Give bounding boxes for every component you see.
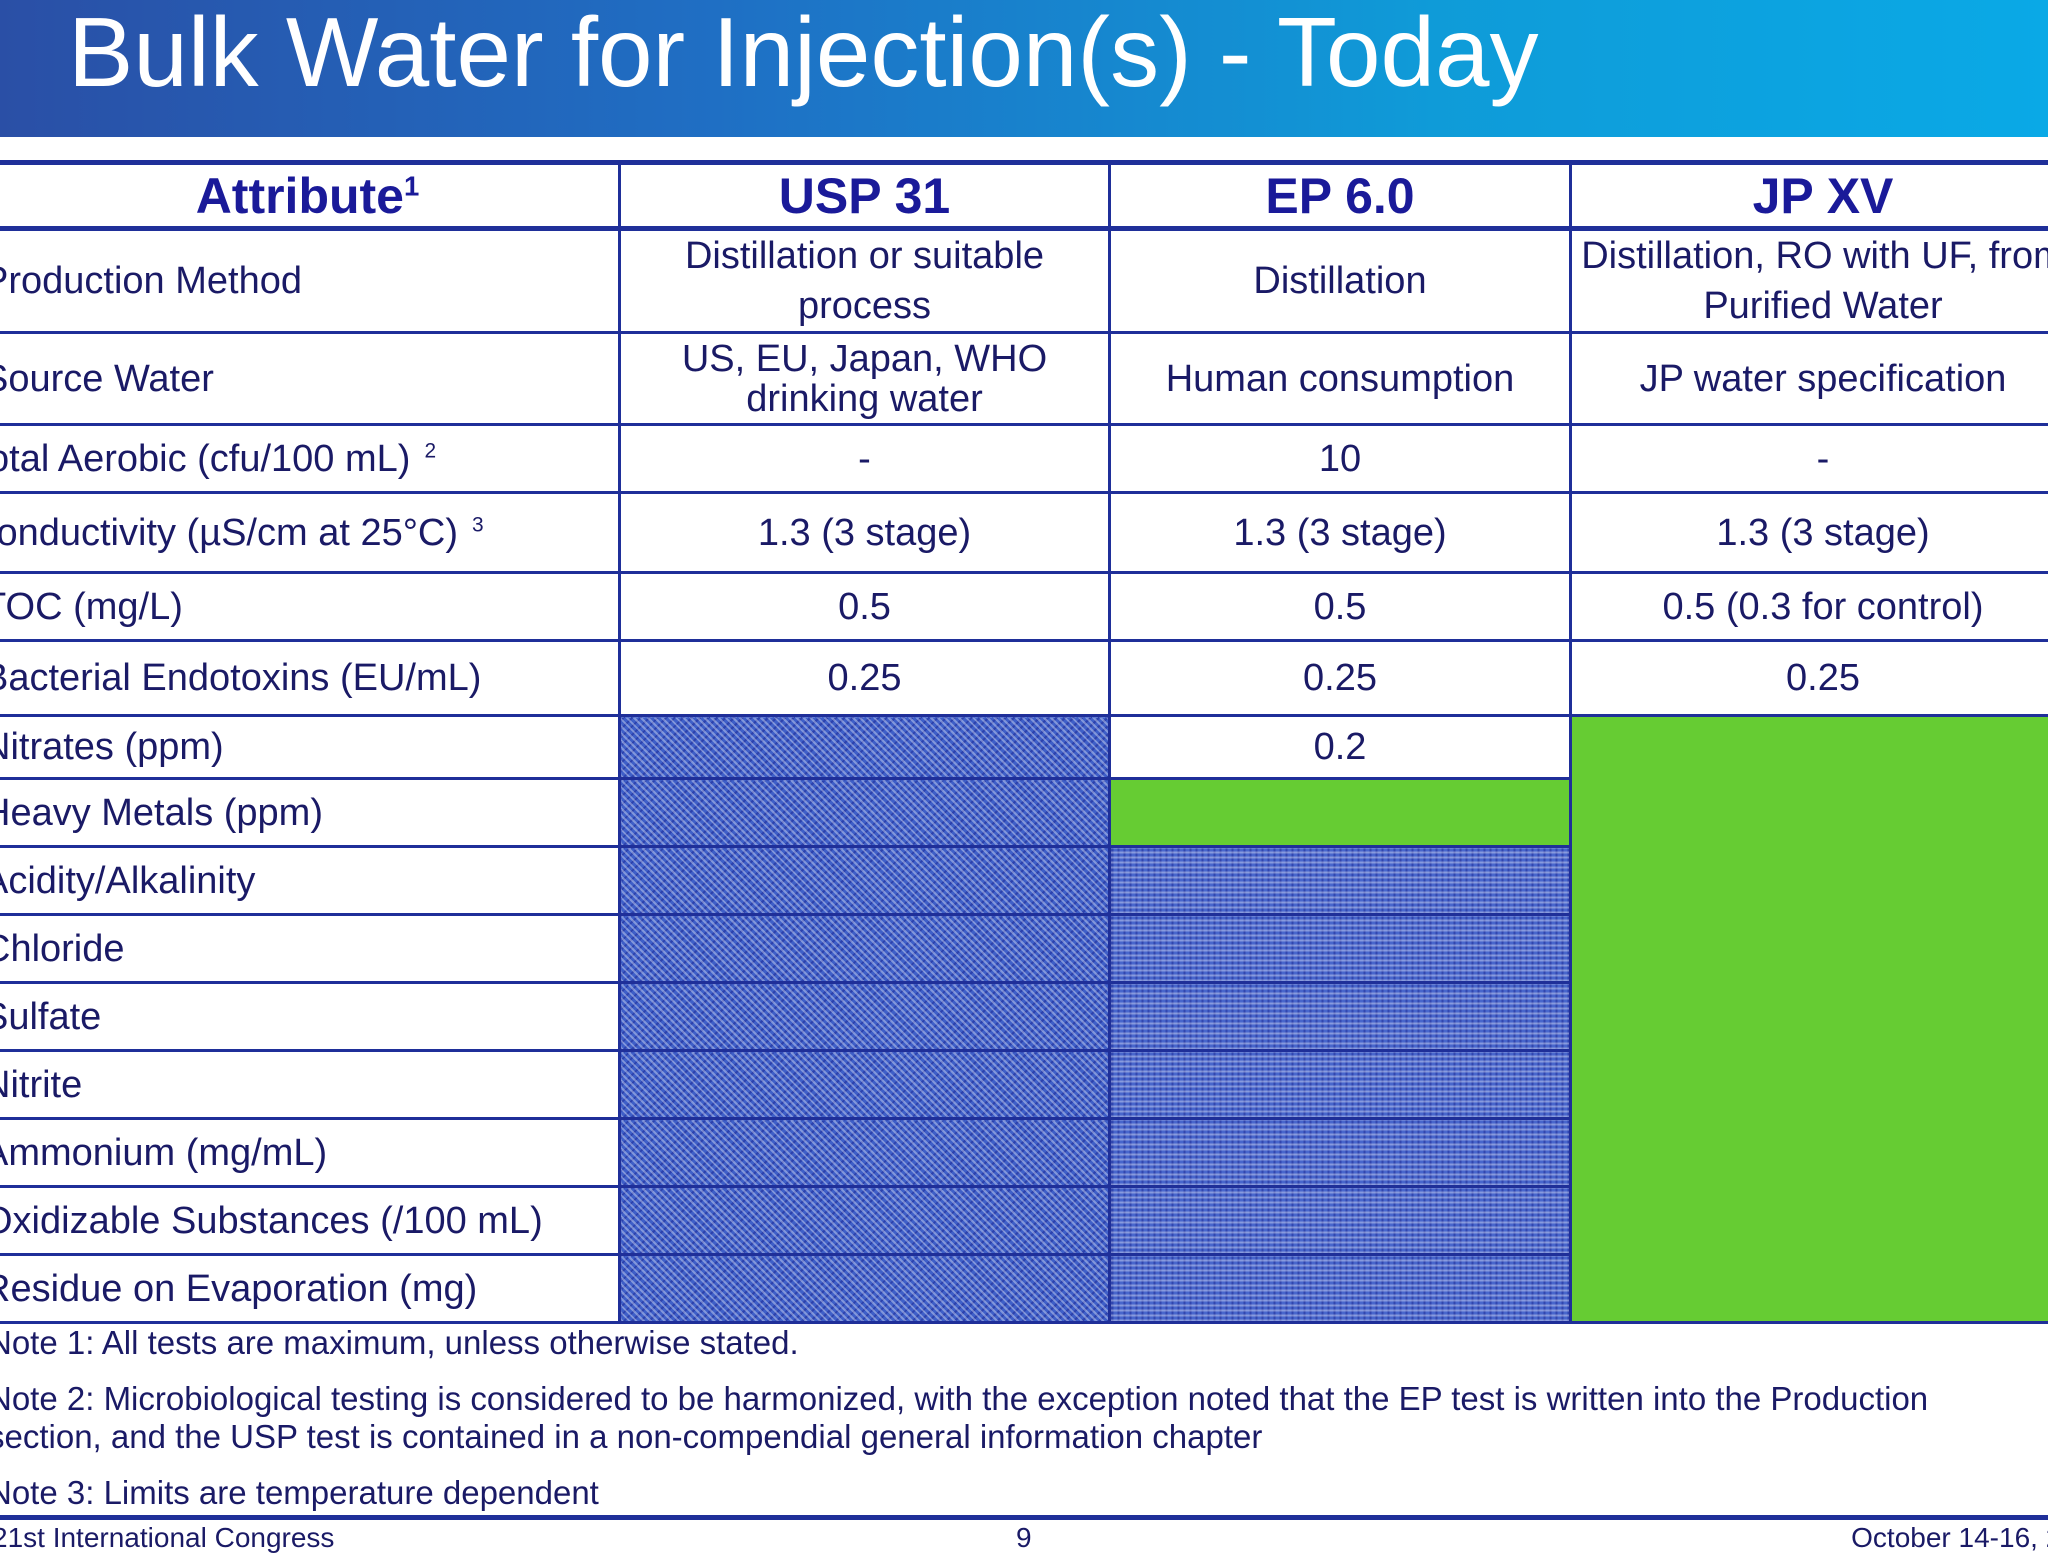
usp-hatched-cell (620, 915, 1110, 983)
ep-cell: 0.25 (1110, 641, 1571, 716)
footer-left: 21st International Congress (0, 1522, 334, 1554)
usp-cell: US, EU, Japan, WHO drinking water (620, 333, 1110, 425)
table-row: Nitrates (ppm) 0.2 (0, 716, 2048, 779)
attribute-cell: Chloride (0, 915, 620, 983)
header-attribute: Attribute1 (0, 163, 620, 229)
ep-hatched-cell (1110, 1119, 1571, 1187)
table-row: Bacterial Endotoxins (EU/mL) 0.25 0.25 0… (0, 641, 2048, 716)
ep-cell: 0.5 (1110, 573, 1571, 641)
footnote-1: Note 1: All tests are maximum, unless ot… (0, 1324, 2048, 1362)
attribute-cell: Production Method (0, 229, 620, 333)
header-usp: USP 31 (620, 163, 1110, 229)
jp-cell: 0.5 (0.3 for control) (1571, 573, 2048, 641)
usp-hatched-cell (620, 847, 1110, 915)
footer-page-number: 9 (1016, 1522, 1032, 1554)
table-header-row: Attribute1 USP 31 EP 6.0 JP XV (0, 163, 2048, 229)
jp-cell: 0.25 (1571, 641, 2048, 716)
table-row: Production Method Distillation or suitab… (0, 229, 2048, 333)
attribute-cell: Source Water (0, 333, 620, 425)
usp-hatched-cell (620, 1051, 1110, 1119)
attribute-cell: Total Aerobic (cfu/100 mL)2 (0, 425, 620, 493)
attribute-cell: Residue on Evaporation (mg) (0, 1255, 620, 1323)
usp-cell: 0.5 (620, 573, 1110, 641)
jp-cell: - (1571, 425, 2048, 493)
usp-hatched-cell (620, 1187, 1110, 1255)
attribute-cell: Bacterial Endotoxins (EU/mL) (0, 641, 620, 716)
attribute-cell: Conductivity (µS/cm at 25°C)3 (0, 493, 620, 573)
usp-hatched-cell (620, 983, 1110, 1051)
attribute-cell: TOC (mg/L) (0, 573, 620, 641)
table-row: Conductivity (µS/cm at 25°C)3 1.3 (3 sta… (0, 493, 2048, 573)
ep-cell: 0.2 (1110, 716, 1571, 779)
footer-date: October 14-16, 2008 (1851, 1522, 2048, 1554)
ep-cell: Distillation (1110, 229, 1571, 333)
attribute-cell: Oxidizable Substances (/100 mL) (0, 1187, 620, 1255)
ep-not-applicable-cell (1110, 779, 1571, 847)
comparison-table-container: Attribute1 USP 31 EP 6.0 JP XV Productio… (0, 160, 2048, 1324)
attribute-cell: Acidity/Alkalinity (0, 847, 620, 915)
ep-hatched-cell (1110, 1187, 1571, 1255)
attribute-cell: Ammonium (mg/mL) (0, 1119, 620, 1187)
table-row: Total Aerobic (cfu/100 mL)2 - 10 - (0, 425, 2048, 493)
ep-hatched-cell (1110, 1051, 1571, 1119)
footnote-3: Note 3: Limits are temperature dependent (0, 1474, 2048, 1512)
ep-hatched-cell (1110, 1255, 1571, 1323)
table-row: TOC (mg/L) 0.5 0.5 0.5 (0.3 for control) (0, 573, 2048, 641)
attribute-cell: Heavy Metals (ppm) (0, 779, 620, 847)
usp-hatched-cell (620, 1119, 1110, 1187)
usp-hatched-cell (620, 716, 1110, 779)
jp-cell: 1.3 (3 stage) (1571, 493, 2048, 573)
usp-cell: - (620, 425, 1110, 493)
ep-hatched-cell (1110, 983, 1571, 1051)
ep-hatched-cell (1110, 915, 1571, 983)
jp-cell: JP water specification (1571, 333, 2048, 425)
attribute-cell: Nitrite (0, 1051, 620, 1119)
ep-hatched-cell (1110, 847, 1571, 915)
usp-cell: Distillation or suitable process (620, 229, 1110, 333)
ep-cell: 1.3 (3 stage) (1110, 493, 1571, 573)
ep-cell: 10 (1110, 425, 1571, 493)
footer-divider (0, 1515, 2048, 1520)
usp-hatched-cell (620, 779, 1110, 847)
table-row: Source Water US, EU, Japan, WHO drinking… (0, 333, 2048, 425)
ep-cell: Human consumption (1110, 333, 1571, 425)
jp-cell: Distillation, RO with UF, from Purified … (1571, 229, 2048, 333)
usp-hatched-cell (620, 1255, 1110, 1323)
footnotes: Note 1: All tests are maximum, unless ot… (0, 1324, 2048, 1512)
slide-title: Bulk Water for Injection(s) - Today (68, 0, 1539, 104)
header-jp: JP XV (1571, 163, 2048, 229)
header-ep: EP 6.0 (1110, 163, 1571, 229)
attribute-cell: Nitrates (ppm) (0, 716, 620, 779)
jp-not-applicable-block (1571, 716, 2048, 1323)
usp-cell: 0.25 (620, 641, 1110, 716)
comparison-table: Attribute1 USP 31 EP 6.0 JP XV Productio… (0, 160, 2048, 1324)
attribute-cell: Sulfate (0, 983, 620, 1051)
usp-cell: 1.3 (3 stage) (620, 493, 1110, 573)
footnote-2: Note 2: Microbiological testing is consi… (0, 1380, 2048, 1456)
